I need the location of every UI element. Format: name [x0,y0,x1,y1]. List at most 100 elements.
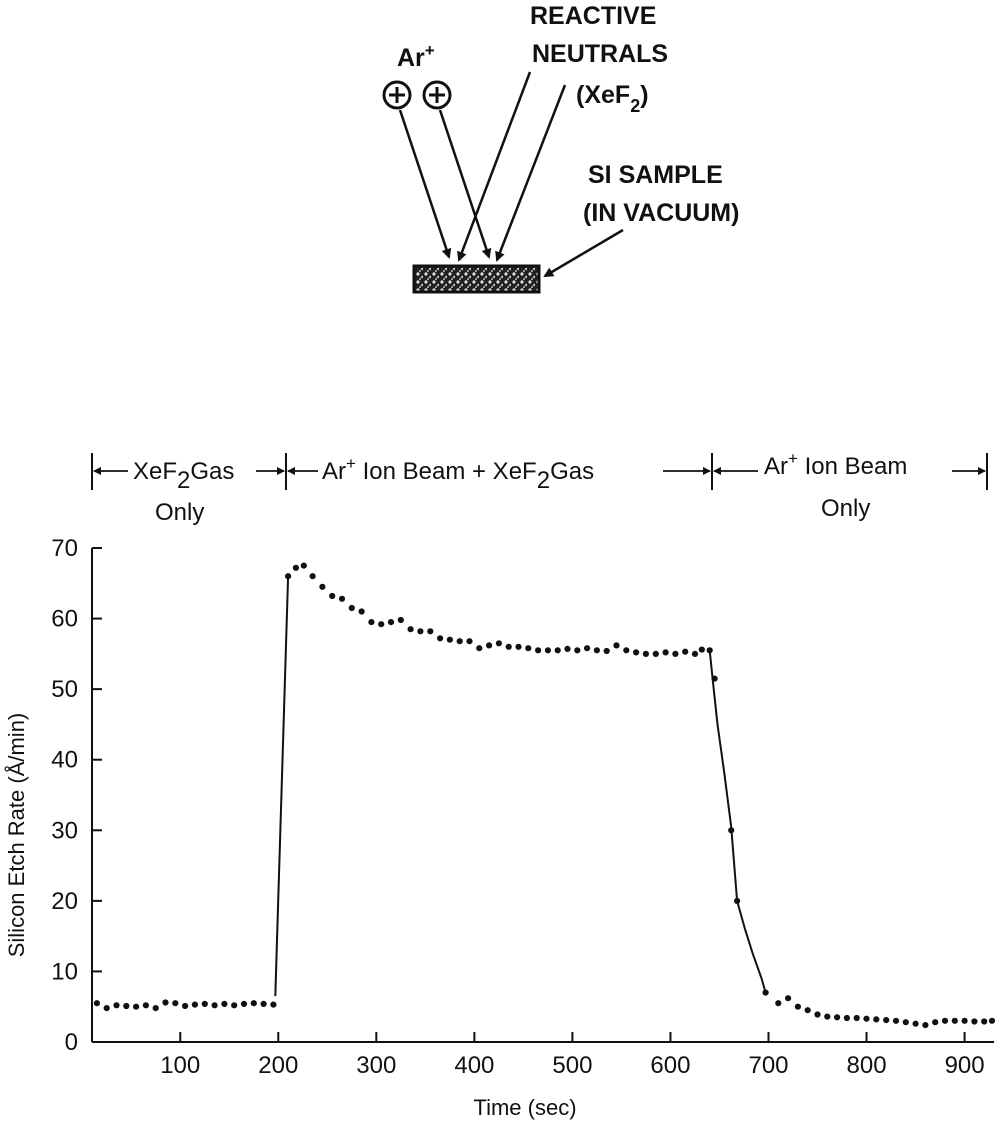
region1-label-line2: Only [155,499,204,526]
region3-label: Ar+ Ion Beam [764,449,907,480]
data-point [231,1002,238,1009]
chart-points [93,562,996,1029]
data-point [417,628,424,635]
data-point [981,1018,988,1025]
data-point [300,562,307,569]
y-axis-label: Silicon Etch Rate (Å/min) [4,713,29,958]
data-point [544,647,552,654]
ion-symbol-2 [422,80,452,110]
data-point [378,621,385,628]
series-line [708,650,767,993]
data-point [329,592,336,600]
data-point [785,995,792,1002]
data-point [93,1000,100,1007]
y-tick-label: 30 [51,817,78,844]
x-axis-label: Time (sec) [473,1095,576,1120]
data-point [863,1015,870,1022]
data-point [613,642,620,649]
neutrals-label-line2: NEUTRALS [532,40,668,68]
sample-label-line2: (IN VACUUM) [583,199,739,227]
y-tick-label: 10 [51,958,78,985]
x-tick-label: 700 [748,1052,788,1079]
data-point [584,645,591,652]
data-point [883,1017,890,1024]
data-point [682,648,689,655]
data-point [593,647,601,654]
data-point [706,647,713,654]
data-point [691,650,699,658]
data-point [961,1017,968,1024]
neutral-arrow-2 [495,84,567,262]
data-point [794,1003,802,1010]
etch-rate-chart: 0 10 20 30 40 50 60 70 100 200 300 400 500 600 700 800 9… [4,535,996,1120]
region2-label: Ar+ Ion Beam + XeF2Gas [322,454,594,494]
data-point [515,643,522,650]
data-point [476,645,483,652]
data-point [564,645,571,653]
data-point [162,999,169,1006]
data-point [172,1000,179,1007]
data-point [853,1014,860,1022]
y-tick-label: 40 [51,747,78,774]
data-point [427,628,434,635]
data-point [535,647,542,654]
data-point [652,650,659,658]
data-point [574,647,581,654]
data-point [407,626,414,633]
data-point [971,1018,978,1025]
data-point [775,1000,782,1007]
data-point [142,1002,149,1009]
region3-label-line2: Only [821,495,870,522]
data-point [495,640,502,647]
data-point [103,1005,110,1012]
data-point [270,1001,277,1008]
sample-pointer-arrow [543,228,624,278]
data-point [505,643,512,650]
region1-label: XeF2Gas [133,458,234,494]
x-tick-label: 600 [650,1052,690,1079]
data-point [873,1016,880,1023]
chart-ticks: 0 10 20 30 40 50 60 70 100 200 300 400 500 600 700 800 9… [51,535,984,1079]
data-point [123,1002,130,1010]
data-point [843,1014,851,1022]
data-point [358,608,365,615]
data-point [603,647,610,655]
data-point [292,564,299,571]
data-point [902,1019,909,1026]
data-point [191,1001,198,1008]
ion-label: Ar+ [397,41,435,72]
y-tick-label: 60 [51,606,78,633]
data-point [554,647,561,654]
data-point [240,1000,248,1008]
data-point [466,638,473,645]
data-point [368,619,375,626]
data-point [633,649,640,656]
neutral-arrow-1 [457,71,532,262]
data-point [319,583,326,590]
data-point [348,604,355,612]
data-point [734,897,741,905]
y-tick-label: 0 [65,1029,78,1056]
ion-arrow-1 [398,109,452,259]
data-point [201,1000,208,1008]
data-point [698,646,705,653]
si-sample [412,264,541,294]
data-point [397,616,404,624]
data-point [152,1005,159,1012]
data-point [762,989,769,996]
x-tick-label: 900 [945,1052,985,1079]
data-point [642,650,650,658]
x-tick-label: 800 [847,1052,887,1079]
x-tick-label: 500 [552,1052,592,1079]
data-point [623,647,630,654]
etch-diagram: Ar+ REACTIVE NEUTRALS (XeF2) SI SAMPLE ( [382,2,739,294]
data-point [814,1011,821,1018]
data-point [912,1020,919,1027]
data-point [804,1007,811,1014]
y-tick-label: 50 [51,676,78,703]
data-point [260,1000,267,1008]
chart-axes [91,548,994,1043]
data-point [922,1022,929,1029]
data-point [711,675,718,682]
data-point [285,573,292,580]
